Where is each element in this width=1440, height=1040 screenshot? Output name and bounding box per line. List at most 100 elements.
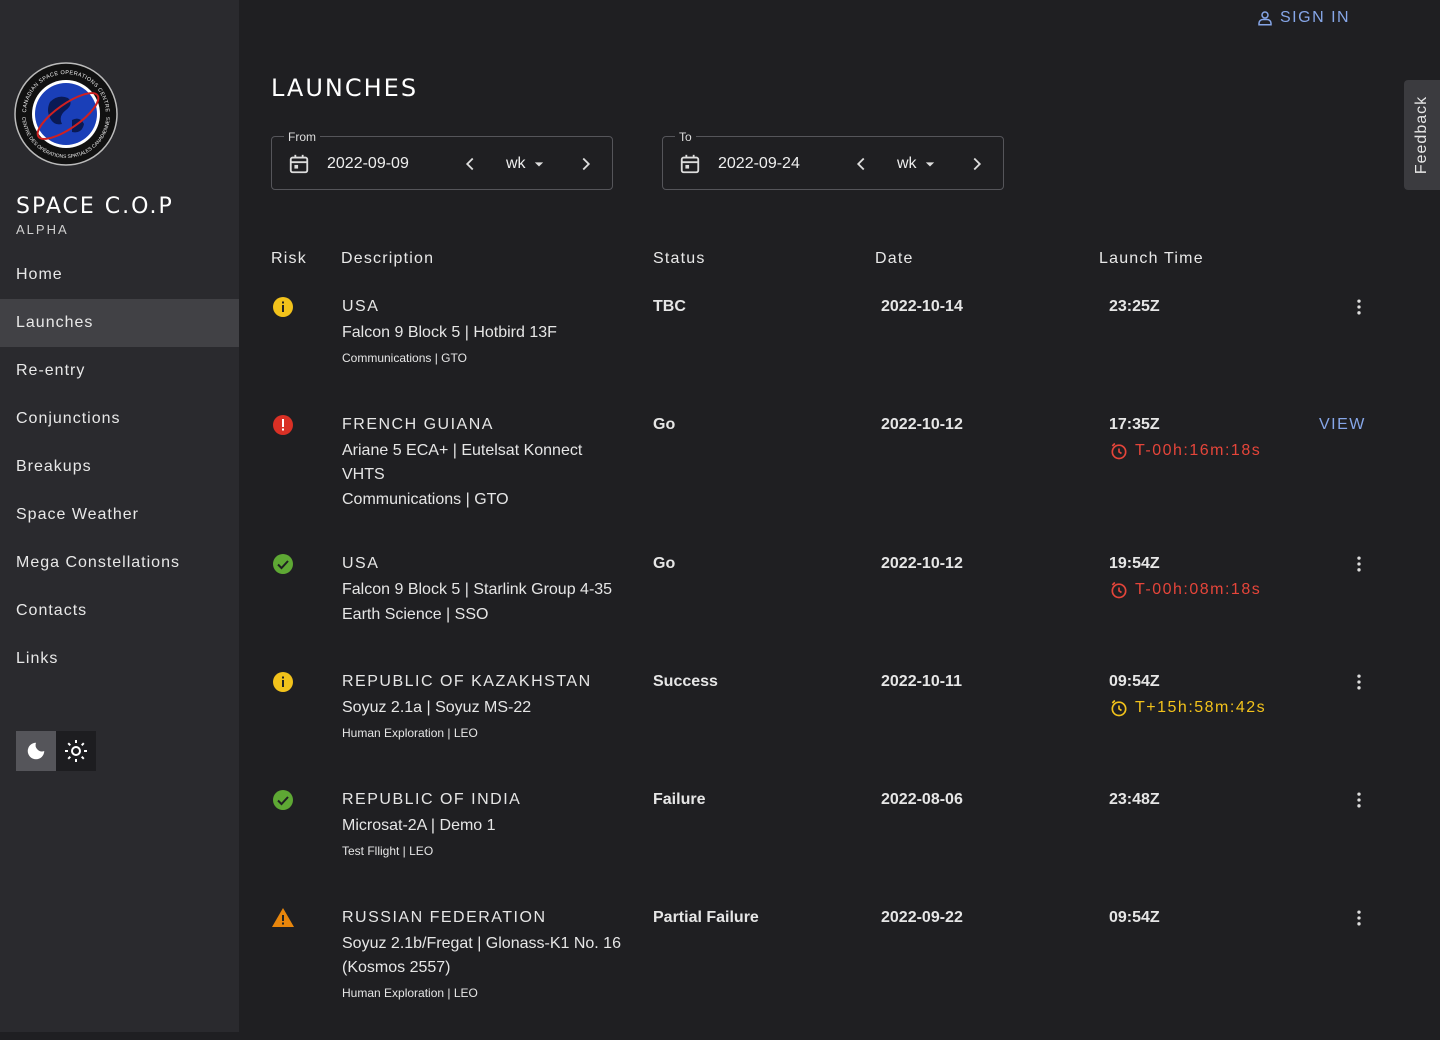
time-cell: 23:48Z (1109, 790, 1319, 867)
risk-cell (271, 554, 342, 631)
status: TBC (653, 298, 686, 315)
time-cell: 09:54Z T+15h:58m:42s (1109, 672, 1319, 749)
table-row: RUSSIAN FEDERATION Soyuz 2.1b/Fregat | Gl… (271, 901, 1391, 1040)
more-button[interactable] (1349, 790, 1369, 815)
kebab-icon (1357, 910, 1361, 926)
date: 2022-09-22 (881, 909, 963, 926)
mission: Communications | GTO (342, 351, 467, 365)
more-button[interactable] (1349, 908, 1369, 933)
risk-icon-ok (273, 790, 293, 810)
timer-icon (1111, 581, 1127, 599)
kebab-icon (1357, 792, 1361, 808)
table-row: USA Falcon 9 Block 5 | Hotbird 13F Communi… (271, 290, 1391, 408)
vehicle: Falcon 9 Block 5 | Starlink Group 4-35 (342, 581, 613, 598)
prev-button (465, 157, 474, 171)
filter-unit[interactable]: wk (897, 155, 917, 172)
filter-unit[interactable]: wk (506, 155, 526, 172)
calendar-icon (289, 154, 309, 174)
description-cell: USA Falcon 9 Block 5 | Starlink Group 4-3… (342, 554, 653, 631)
countdown: T-00h:08m:18s (1109, 580, 1319, 600)
kebab-icon (1357, 556, 1361, 572)
date: 2022-08-06 (881, 791, 963, 808)
vehicle: Microsat-2A | Demo 1 (342, 817, 496, 834)
nav-item[interactable]: Launches (0, 299, 239, 347)
table-header: Risk Description Status Date Launch Time (271, 250, 1299, 268)
launch-time: 09:54Z (1109, 673, 1160, 690)
time-cell: 17:35Z T-00h:16m:18s (1109, 415, 1319, 513)
brand: SPACE C.O.P (16, 194, 174, 219)
mission: Test Fllight | LEO (342, 844, 434, 858)
country: USA (342, 555, 380, 572)
vehicle: Ariane 5 ECA+ | Eutelsat Konnect VHTS (342, 442, 583, 483)
feedback-label: Feedback (1413, 95, 1430, 175)
country: REPUBLIC OF INDIA (342, 791, 522, 808)
nav-item[interactable]: Mega Constellations (16, 554, 180, 571)
launch-time: 09:54Z (1109, 909, 1160, 926)
mission: Human Exploration | LEO (342, 726, 478, 740)
countdown-text: T-00h:16m:18s (1135, 442, 1262, 459)
table-row: FRENCH GUIANA Ariane 5 ECA+ | Eutelsat Ko… (271, 408, 1391, 547)
nav-item[interactable]: Contacts (16, 602, 88, 619)
sun-icon (65, 740, 87, 762)
time-cell: 19:54Z T-00h:08m:18s (1109, 554, 1319, 631)
action-cell (1319, 297, 1409, 374)
nav-item[interactable]: Home (16, 266, 63, 283)
countdown: T-00h:16m:18s (1109, 441, 1319, 461)
sidebar: CANADIAN SPACE OPERATIONS CENTRE CENTRE … (0, 0, 239, 1032)
more-button[interactable] (1349, 672, 1369, 697)
timer-icon (1111, 699, 1127, 717)
risk-icon-ok (273, 554, 293, 574)
nav-item[interactable]: Links (16, 650, 59, 667)
mission: Communications | GTO (342, 491, 509, 508)
next-button (973, 157, 982, 171)
nav-item[interactable]: Re-entry (16, 362, 86, 379)
nav-item[interactable]: Conjunctions (16, 410, 121, 427)
light-mode-button[interactable] (56, 731, 96, 771)
risk-cell (271, 415, 342, 513)
status: Go (653, 555, 676, 572)
status: Partial Failure (653, 909, 759, 926)
page-title: LAUNCHES (271, 74, 419, 102)
date: 2022-10-11 (881, 673, 962, 690)
description-cell: REPUBLIC OF INDIA Microsat-2A | Demo 1 Tes… (342, 790, 653, 867)
table-row: USA Falcon 9 Block 5 | Starlink Group 4-3… (271, 547, 1391, 665)
column-header: Description (341, 250, 435, 267)
nav-item[interactable]: Breakups (16, 458, 92, 475)
risk-cell (271, 790, 342, 867)
description-cell: USA Falcon 9 Block 5 | Hotbird 13F Communi… (342, 297, 653, 374)
filter-date: 2022-09-09 (327, 155, 409, 172)
status: Success (653, 673, 718, 690)
date-filter: From 2022-09-09 wk (271, 130, 613, 190)
sign-in-label: SIGN IN (1280, 9, 1351, 26)
country: FRENCH GUIANA (342, 416, 494, 433)
risk-icon-info (273, 297, 293, 317)
risk-cell (271, 297, 342, 374)
prev-button (856, 157, 865, 171)
next-button (582, 157, 591, 171)
date: 2022-10-12 (881, 555, 963, 572)
action-cell (1319, 672, 1409, 749)
calendar-icon (680, 154, 700, 174)
feedback-tab[interactable]: Feedback (1404, 80, 1440, 190)
risk-cell (271, 672, 342, 749)
mission: Human Exploration | LEO (342, 986, 478, 1000)
user-icon (1258, 11, 1272, 26)
table-body: USA Falcon 9 Block 5 | Hotbird 13F Communi… (271, 290, 1391, 1040)
launch-time: 17:35Z (1109, 416, 1160, 433)
nav: Home Launches Re-entry Conjunctions Breakups… (0, 251, 239, 683)
column-header: Status (653, 250, 706, 267)
nav-item[interactable]: Space Weather (16, 506, 139, 523)
more-button[interactable] (1349, 554, 1369, 579)
sign-in-button[interactable]: SIGN IN (1256, 9, 1350, 27)
timer-icon (1111, 442, 1127, 460)
view-button[interactable]: VIEW (1319, 416, 1366, 433)
action-cell (1319, 554, 1409, 631)
date-filter: To 2022-09-24 wk (662, 130, 1004, 190)
risk-icon-error (273, 415, 293, 435)
more-button[interactable] (1349, 297, 1369, 322)
dark-mode-button[interactable] (16, 731, 56, 771)
moon-icon (27, 742, 45, 760)
status: Go (653, 416, 676, 433)
dropdown-arrow (534, 162, 544, 167)
